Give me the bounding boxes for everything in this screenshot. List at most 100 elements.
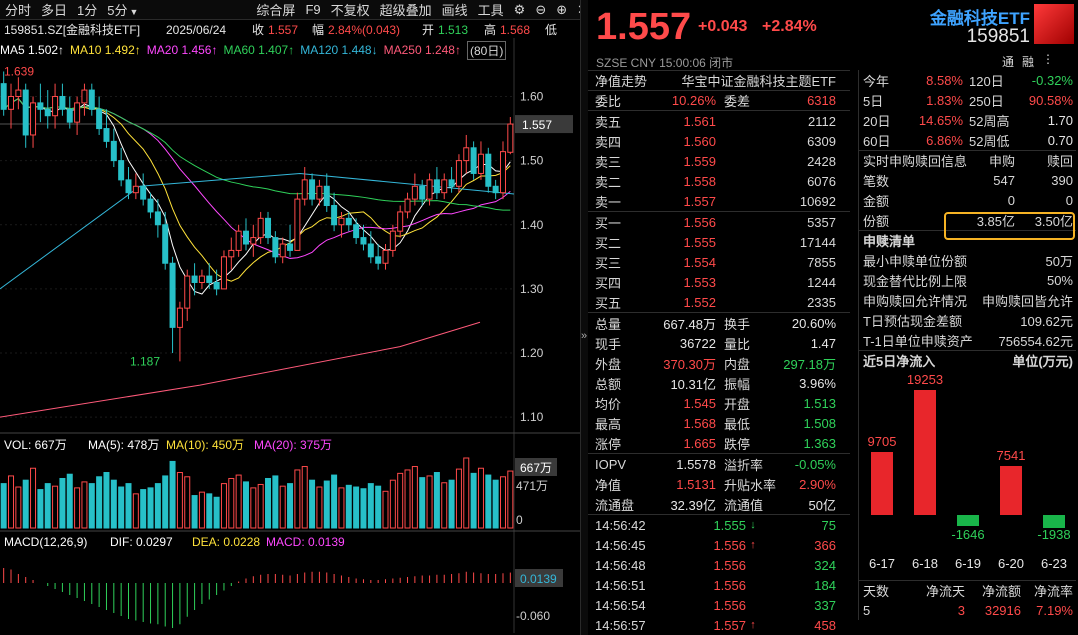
redlist-label: T-1日单位申赎资产 [863,333,973,349]
volume-bar [198,491,205,529]
stat-value2: 20.60% [791,315,836,331]
minus-icon[interactable]: ⊖ [535,1,547,17]
perf-row: 60日 6.86% 52周低 0.70 [859,130,1076,150]
iopv-label: IOPV [595,456,627,472]
candle-body [162,224,169,264]
ask-price: 1.559 [683,153,716,169]
candle-body [250,237,257,245]
volume-bar [242,481,249,529]
volume-bar [470,472,477,529]
bid-row[interactable]: 买一 1.556 5357 [588,212,850,232]
expand-icon[interactable]: » [581,330,588,342]
plus-icon[interactable]: ⊕ [556,1,568,17]
stat-value: 1.545 [683,395,716,411]
summary-netrate: 7.19% [1036,602,1073,618]
stat-value2: 1.508 [803,415,836,431]
super-overlay-button[interactable]: 超级叠加 [379,3,432,18]
stat-value2: 297.18万 [783,356,836,372]
redeem-col: 赎回 [1046,154,1073,169]
draw-line-button[interactable]: 画线 [441,3,468,18]
bid-label: 买一 [595,215,622,231]
volume-bar [220,483,227,529]
tick-list: 14:56:42 1.555 ↓ 75 14:56:45 1.556 ↑ 366 14:56:4… [588,514,850,635]
ma20-label: MA20 1.456↑ [146,43,218,57]
tab-multi-day[interactable]: 多日 [41,3,68,18]
tick-qty: 458 [814,617,836,633]
bid-row[interactable]: 买二 1.555 17144 [588,232,850,252]
tools-button[interactable]: 工具 [477,3,504,18]
volume-bar [96,476,103,529]
bid-row[interactable]: 买三 1.554 7855 [588,252,850,272]
subred-label: 笔数 [863,173,890,189]
macd-dif: DIF: 0.0297 [110,535,173,549]
quote-high: 1.568 [500,23,530,37]
perf-label: 20日 [863,113,891,129]
composite-screen-button[interactable]: 综合屏 [256,3,296,18]
summary-netdays-label: 净流天 [925,584,965,599]
bid-row[interactable]: 买四 1.553 1244 [588,272,850,292]
ask-price: 1.561 [683,113,716,129]
candle-body [169,262,176,328]
volume-bar [132,493,139,529]
iopv-row: 流通盘 32.39亿 流通值 50亿 [588,494,850,514]
candle-body [316,185,323,200]
candle-body [22,89,29,136]
netflow-unit: 单位(万元) [1012,354,1073,369]
tick-row: 14:56:48 1.556 324 [588,555,850,575]
index-row[interactable]: 净值走势 华宝中证金融科技主题ETF [588,70,850,90]
panel-divider[interactable]: » [580,0,588,635]
ask-row[interactable]: 卖二 1.558 6076 [588,171,850,191]
stat-value2: 1.363 [803,435,836,451]
no-adjust-button[interactable]: 不复权 [330,3,370,18]
netflow-bar [871,451,893,515]
subred-header: 实时申购赎回信息 申购 赎回 [859,150,1076,170]
tick-time: 14:56:42 [595,517,646,533]
ma-legend: MA5 1.502↑ MA10 1.492↑ MA20 1.456↑ MA60 … [0,40,580,60]
price-chart[interactable]: 159851.SZ[金融科技ETF] 2025/06/24 收 1.557 幅 2.84%… [0,22,580,633]
redlist-row: 现金替代比例上限 50% [859,270,1076,290]
current-price-box [515,115,573,134]
bid-price: 1.556 [683,214,716,230]
candle-body [397,211,404,232]
volume-bar [382,490,389,529]
macd-value: MACD: 0.0139 [266,535,345,549]
tick-arrow-icon: ↓ [750,519,756,531]
ask-qty: 10692 [799,193,836,209]
candle-body [140,185,147,200]
volume-bar [228,477,235,529]
volume-bar [265,477,272,529]
perf-value2: 0.70 [1047,132,1073,148]
ask-row[interactable]: 卖一 1.557 10692 [588,191,850,211]
ma250-line [0,321,481,418]
stat-value: 667.48万 [663,316,716,332]
ask-row[interactable]: 卖四 1.560 6309 [588,131,850,151]
redlist-value: 109.62元 [1020,313,1073,329]
ask-row[interactable]: 卖三 1.559 2428 [588,151,850,171]
redlist-title: 申赎清单 [859,230,1076,250]
macd-current: 0.0139 [520,572,557,586]
tab-1min[interactable]: 1分 [77,3,98,18]
f9-button[interactable]: F9 [305,2,321,17]
period-label[interactable]: (80日) [466,40,507,60]
candle-body [0,83,7,110]
subred-sub: 0 [1007,192,1015,208]
subred-red: 390 [1051,172,1073,188]
ma60-line [3,97,511,211]
volume-bar [74,487,81,529]
etf-panel: 今年 8.58% 120日 -0.32% 5日 1.83% 250日 90.58% 20日 14.… [858,70,1076,620]
ratio-row: 委比 10.26% 委差 6318 [588,90,850,110]
tab-5min-dropdown[interactable]: 5分 ▼ [102,0,143,19]
stat-value: 1.568 [683,415,716,431]
ask-row[interactable]: 卖五 1.561 2112 [588,111,850,131]
tick-row: 14:56:51 1.556 184 [588,575,850,595]
volume-bar [169,460,176,529]
chevron-down-icon: ▼ [129,7,139,17]
gear-icon[interactable]: ⚙ [513,1,526,17]
ask-qty: 6076 [807,173,836,189]
vol-current-box [515,458,557,476]
tab-time-share[interactable]: 分时 [5,3,32,18]
volume-bar [477,467,484,529]
bid-label: 买二 [595,235,622,251]
stat-row: 最高 1.568 最低 1.508 [588,413,850,433]
bid-row[interactable]: 买五 1.552 2335 [588,292,850,312]
